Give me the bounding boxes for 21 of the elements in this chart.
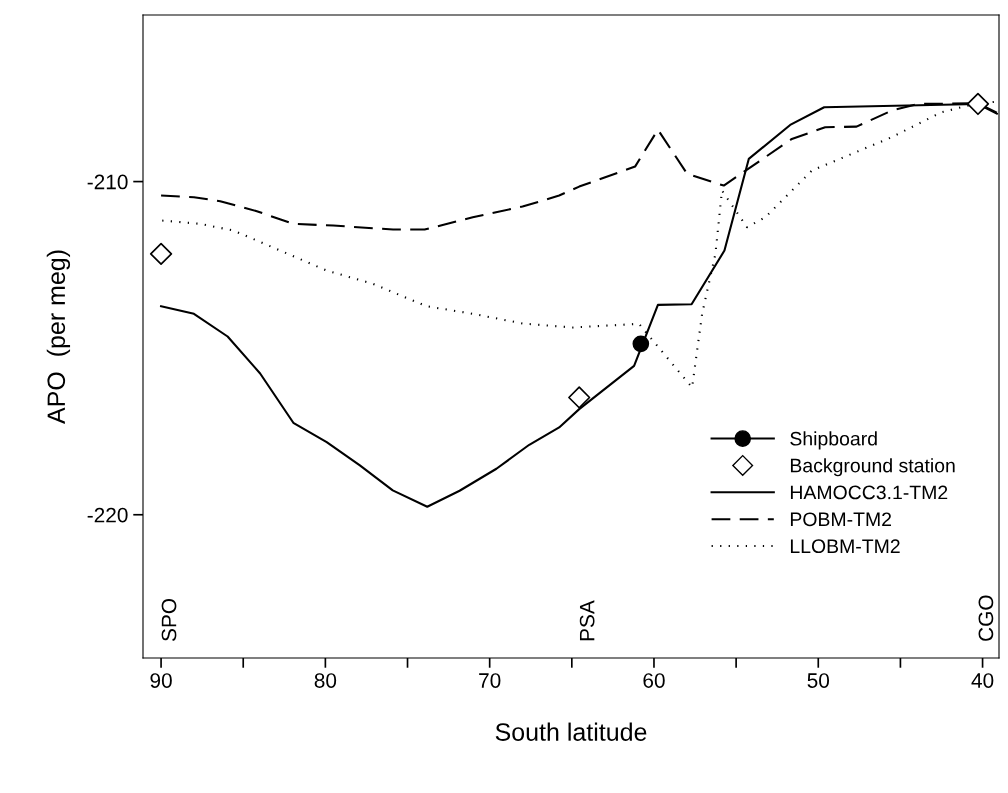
point xyxy=(149,242,173,266)
annotation: PSA xyxy=(579,600,595,641)
annotation: SPO xyxy=(161,598,177,641)
x-tick-label: 70 xyxy=(479,673,501,688)
annotation: CGO xyxy=(978,595,994,641)
legend-label: POBM-TM2 xyxy=(790,512,892,527)
x-tick-label: 90 xyxy=(150,673,172,688)
x-axis-title: South latitude xyxy=(495,722,647,741)
legend-label: Shipboard xyxy=(790,431,877,450)
y-axis-title: APO (per meg) xyxy=(46,250,71,424)
y-tick-label: -220 xyxy=(87,507,128,523)
legend-label: Background station xyxy=(790,458,955,477)
x-tick-label: 40 xyxy=(971,673,994,688)
y-tick-label: -210 xyxy=(87,174,128,190)
point xyxy=(966,92,990,116)
x-tick-label: 60 xyxy=(643,673,665,688)
legend-label: LLOBM-TM2 xyxy=(790,539,900,554)
legend-label: HAMOCC3.1-TM2 xyxy=(790,485,948,500)
x-tick-label: 50 xyxy=(807,673,830,688)
x-tick-label: 80 xyxy=(314,673,337,688)
point xyxy=(568,386,591,409)
